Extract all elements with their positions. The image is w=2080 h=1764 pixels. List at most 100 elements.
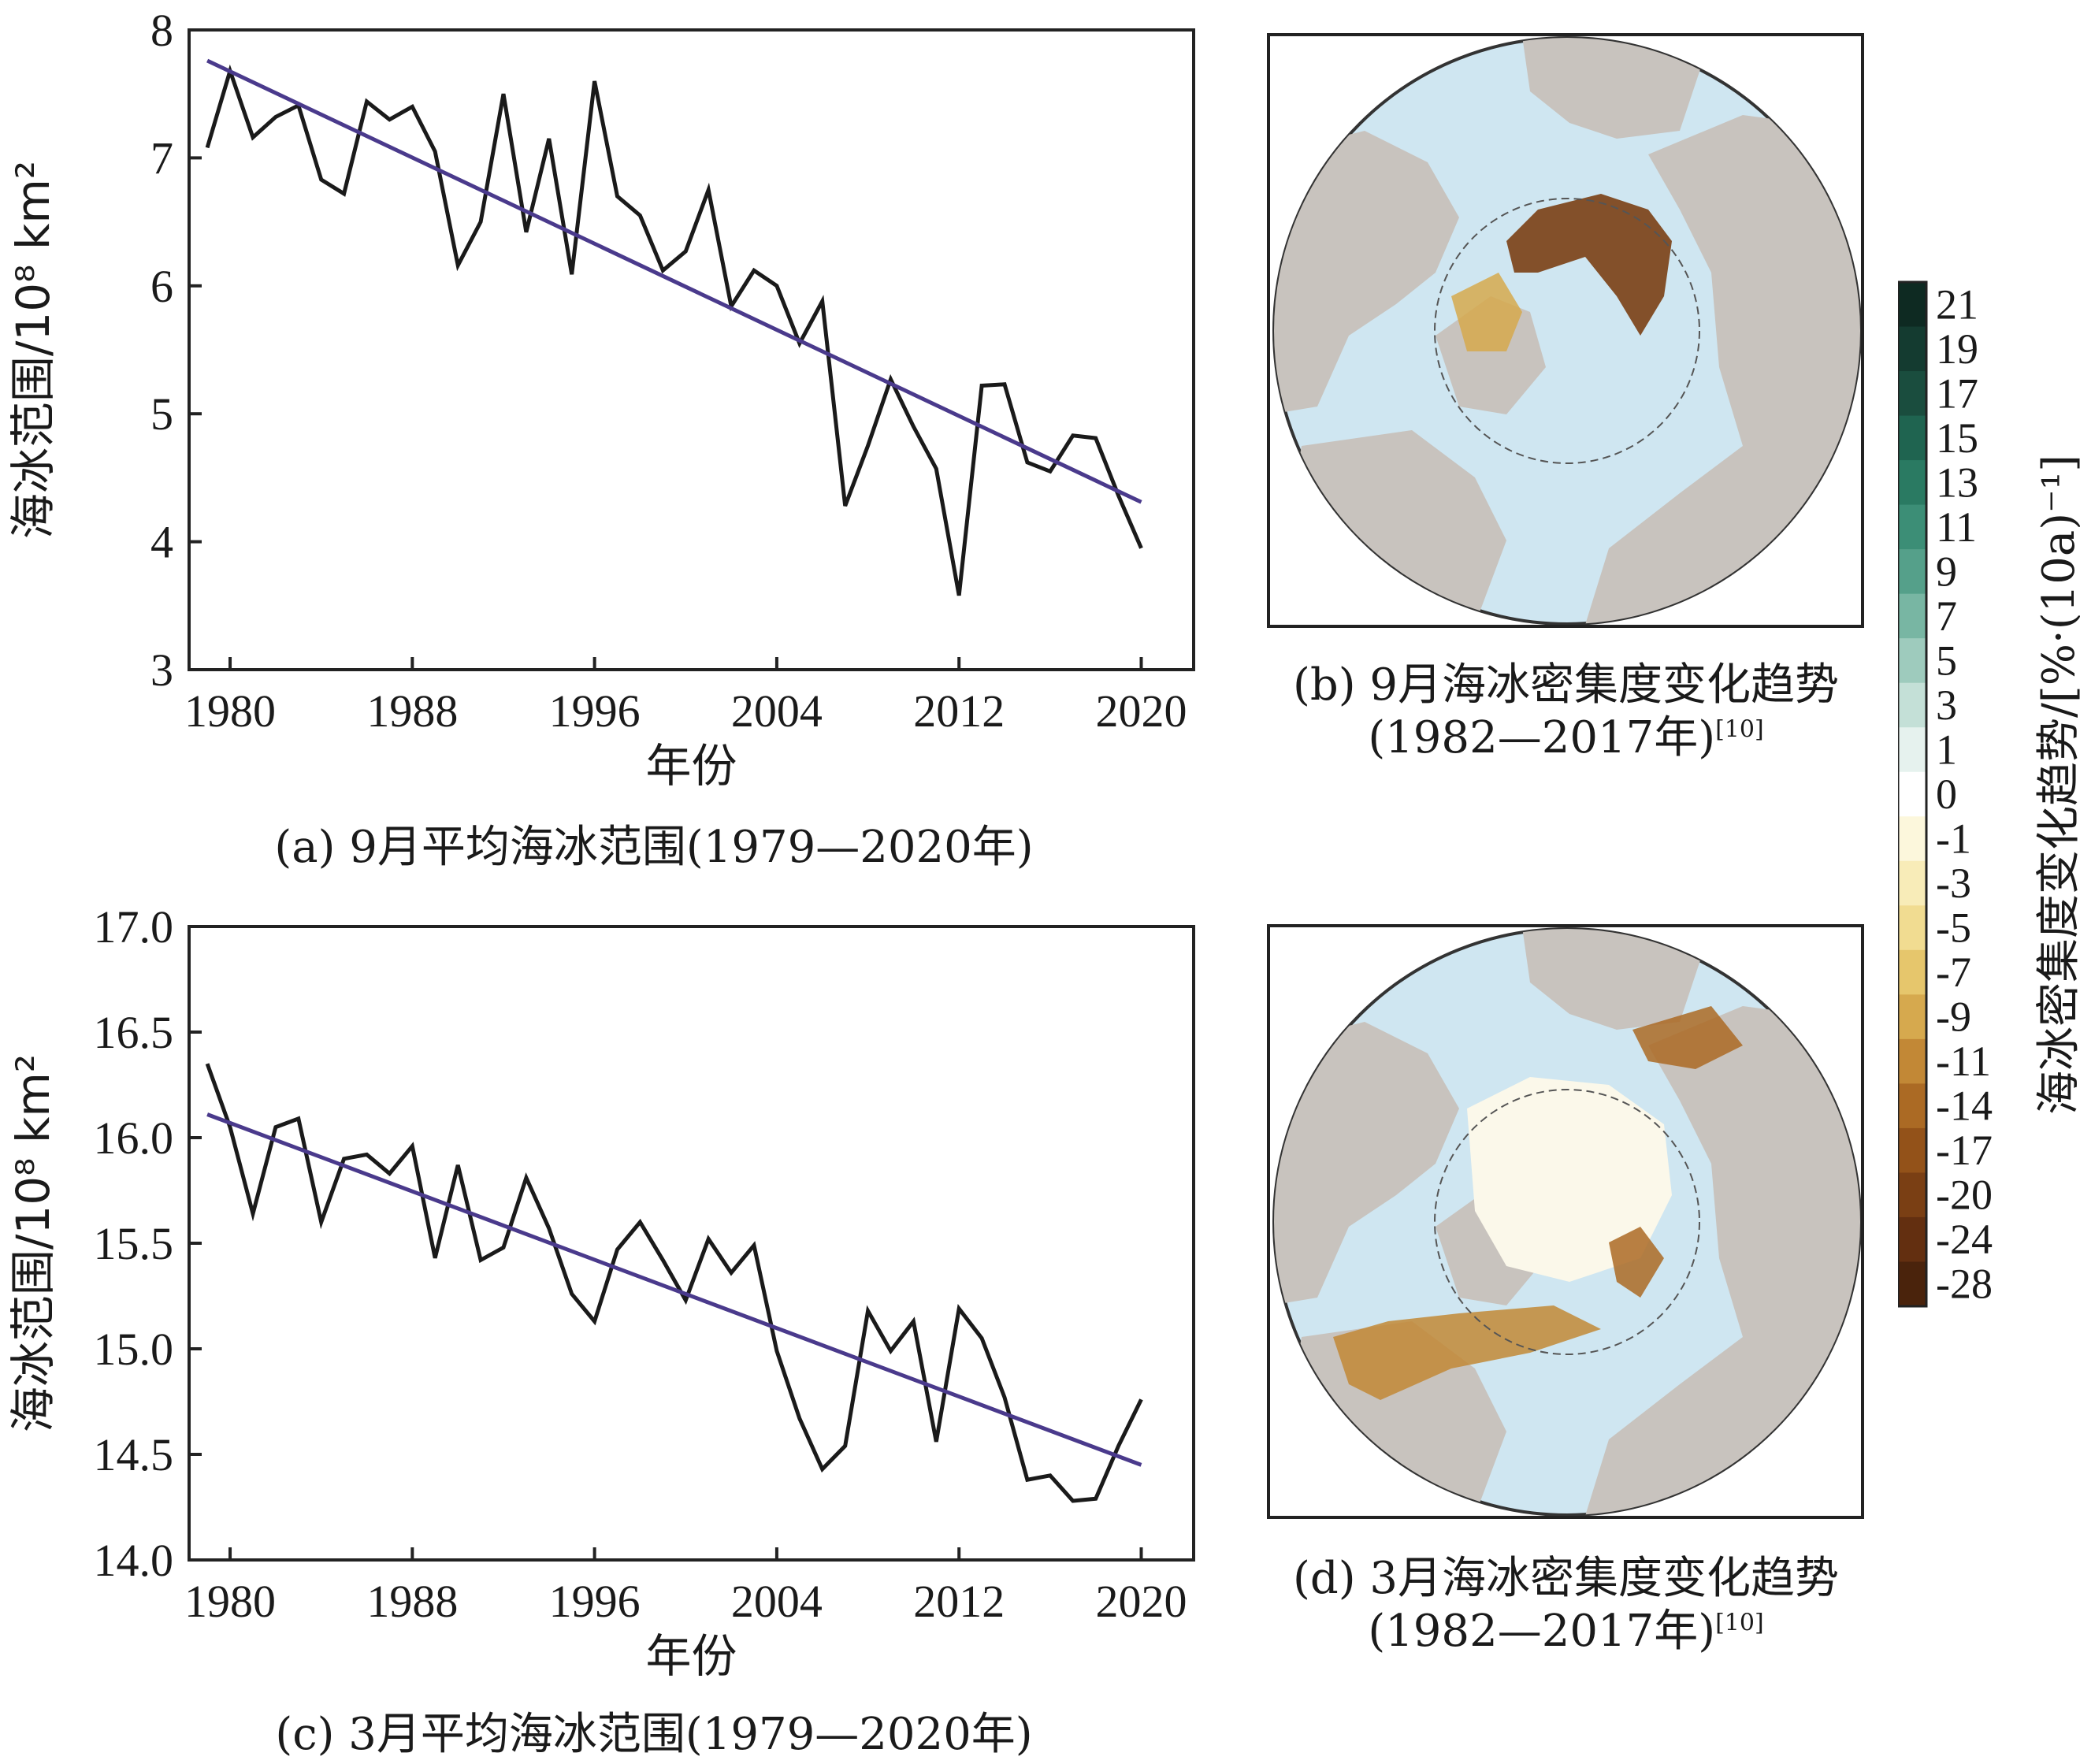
- colorbar-label: -14: [1936, 1083, 1993, 1130]
- map-d-march-trend: [1272, 927, 1862, 1517]
- map-b-latitude-ring: [1434, 198, 1700, 464]
- map-b-september-trend: [1272, 36, 1862, 626]
- plot-frame: [188, 28, 1195, 671]
- colorbar-label: 17: [1936, 370, 1978, 417]
- x-tick-label: 1988: [366, 1576, 458, 1627]
- chart-c-march-extent: 1980 1988 1996 2004 2012 2020 14.0 14.5 15.0 15.5…: [6, 901, 1195, 1683]
- y-tick-label: 14.0: [94, 1535, 174, 1586]
- y-tick-label: 15.5: [94, 1218, 174, 1269]
- x-tick-label: 2012: [913, 685, 1005, 737]
- colorbar-label: 0: [1936, 771, 1957, 818]
- map-d-land-east: [1585, 1006, 1860, 1515]
- colorbar-swatch: [1898, 593, 1926, 639]
- colorbar-label: 1: [1936, 726, 1957, 773]
- colorbar-label: -24: [1936, 1216, 1993, 1263]
- y-tick-label: 15.0: [94, 1324, 174, 1375]
- trend-line: [206, 1112, 1142, 1467]
- x-tick-label: 2020: [1096, 685, 1187, 737]
- map-d-latitude-ring: [1434, 1089, 1700, 1355]
- x-tick-label: 1996: [549, 685, 641, 737]
- colorbar-label: -5: [1936, 904, 1971, 952]
- colorbar-swatch: [1898, 282, 1926, 328]
- map-b-ice-loss-edge: [1451, 273, 1522, 351]
- caption-b-line1: (b) 9月海冰密集度变化趋势: [1293, 659, 1839, 711]
- colorbar-swatch: [1898, 504, 1926, 550]
- colorbar-label: -3: [1936, 860, 1971, 907]
- x-tick-label: 1996: [549, 1576, 641, 1627]
- colorbar-label: 21: [1936, 280, 1978, 328]
- x-tick-label: 1988: [366, 685, 458, 737]
- y-tick-label: 14.5: [94, 1429, 174, 1480]
- y-tick-label: 16.5: [94, 1007, 174, 1058]
- colorbar-swatch: [1898, 326, 1926, 372]
- caption-b: (b) 9月海冰密集度变化趋势 (1982—2017年)[10]: [1229, 659, 1903, 764]
- map-d-ice-loss-1: [1609, 1227, 1664, 1298]
- colorbar-swatch: [1898, 727, 1926, 773]
- colorbar-label: 11: [1936, 503, 1977, 551]
- colorbar-swatch: [1898, 549, 1926, 595]
- caption-b-line2-wrap: (1982—2017年)[10]: [1229, 711, 1903, 764]
- map-d-ice-field: [1467, 1077, 1672, 1282]
- caption-d-ref: [10]: [1715, 1609, 1764, 1637]
- x-tick-label: 2012: [913, 1576, 1005, 1627]
- map-d-frame: [1267, 924, 1864, 1519]
- x-tick-label: 2020: [1096, 1576, 1187, 1627]
- colorbar-swatch: [1898, 415, 1926, 461]
- colorbar-label: -11: [1936, 1038, 1991, 1085]
- x-axis-label: 年份: [645, 739, 737, 793]
- y-tick-label: 3: [150, 644, 173, 696]
- colorbar-label: -7: [1936, 949, 1971, 996]
- colorbar-label: -9: [1936, 993, 1971, 1041]
- map-b-land-east: [1585, 115, 1860, 624]
- colorbar-swatch: [1898, 1038, 1926, 1084]
- colorbar-title: 海冰密集度变化趋势/[%·(10a)⁻¹]: [2034, 455, 2080, 1115]
- colorbar-swatch: [1898, 949, 1926, 995]
- colorbar-swatch: [1898, 371, 1926, 417]
- y-tick-label: 17.0: [94, 901, 174, 953]
- colorbar-label: -1: [1936, 815, 1971, 863]
- map-d-ice-loss-3: [1632, 1006, 1743, 1069]
- colorbar-swatch: [1898, 1216, 1926, 1262]
- caption-d-line2-wrap: (1982—2017年)[10]: [1229, 1605, 1903, 1658]
- y-tick-label: 6: [150, 261, 173, 312]
- y-tick-label: 8: [150, 5, 173, 56]
- extent-series-line: [205, 1063, 1143, 1503]
- colorbar-swatch: [1898, 860, 1926, 906]
- colorbar-swatch: [1898, 1083, 1926, 1129]
- colorbar-label: -17: [1936, 1127, 1993, 1174]
- colorbar-label: 19: [1936, 325, 1978, 373]
- y-tick-label: 7: [150, 132, 173, 184]
- colorbar-label: 3: [1936, 681, 1957, 729]
- colorbar-label: 7: [1936, 592, 1957, 640]
- colorbar-swatch: [1898, 771, 1926, 817]
- map-b-land-northeast: [1522, 38, 1711, 139]
- extent-series-line: [205, 64, 1143, 596]
- colorbar-swatch: [1898, 1261, 1926, 1307]
- colorbar-swatch: [1898, 1172, 1926, 1218]
- map-b-frame: [1267, 33, 1864, 628]
- y-tick-label: 4: [150, 517, 173, 568]
- x-axis-label: 年份: [645, 1629, 737, 1683]
- caption-b-ref: [10]: [1715, 715, 1764, 744]
- chart-a-september-extent: 1980 1988 1996 2004 2012 2020 3 4 5 6 7 8 年份 海冰范围/10⁸…: [6, 5, 1195, 793]
- colorbar-swatch: [1898, 682, 1926, 728]
- caption-a: (a) 9月平均海冰范围(1979—2020年): [274, 822, 1034, 873]
- map-d-ice-loss-2: [1333, 1305, 1601, 1400]
- caption-d-line2: (1982—2017年): [1368, 1606, 1716, 1658]
- colorbar-swatch: [1898, 638, 1926, 684]
- trend-line: [206, 58, 1142, 504]
- colorbar-swatch: [1898, 1127, 1926, 1173]
- y-axis-label: 海冰范围/10⁸ km²: [6, 161, 60, 539]
- x-tick-label: 1980: [184, 685, 276, 737]
- colorbar-frame: [1898, 280, 1928, 1308]
- caption-b-line2: (1982—2017年): [1368, 712, 1716, 764]
- caption-d: (d) 3月海冰密集度变化趋势 (1982—2017年)[10]: [1229, 1552, 1903, 1658]
- y-tick-label: 16.0: [94, 1112, 174, 1164]
- colorbar: 211917151311975310-1-3-5-7-9-11-14-17-20…: [1898, 280, 1993, 1308]
- colorbar-swatch: [1898, 816, 1926, 862]
- colorbar-label: 9: [1936, 548, 1957, 595]
- colorbar-label: 5: [1936, 637, 1957, 684]
- colorbar-swatch: [1898, 460, 1926, 506]
- x-tick-label: 1980: [184, 1576, 276, 1627]
- y-axis-label: 海冰范围/10⁸ km²: [6, 1054, 60, 1432]
